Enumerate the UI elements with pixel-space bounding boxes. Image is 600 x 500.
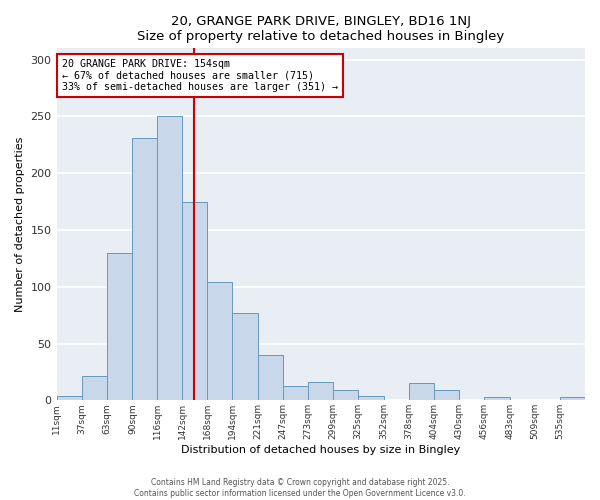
Bar bbox=[409, 384, 434, 400]
Bar bbox=[259, 355, 283, 401]
Text: Contains HM Land Registry data © Crown copyright and database right 2025.
Contai: Contains HM Land Registry data © Crown c… bbox=[134, 478, 466, 498]
Bar bbox=[308, 382, 333, 400]
Bar bbox=[358, 396, 384, 400]
Bar bbox=[208, 282, 232, 401]
Y-axis label: Number of detached properties: Number of detached properties bbox=[15, 136, 25, 312]
Bar bbox=[333, 390, 358, 400]
Title: 20, GRANGE PARK DRIVE, BINGLEY, BD16 1NJ
Size of property relative to detached h: 20, GRANGE PARK DRIVE, BINGLEY, BD16 1NJ… bbox=[137, 15, 505, 43]
Bar bbox=[82, 376, 107, 400]
Bar bbox=[56, 396, 82, 400]
Text: 20 GRANGE PARK DRIVE: 154sqm
← 67% of detached houses are smaller (715)
33% of s: 20 GRANGE PARK DRIVE: 154sqm ← 67% of de… bbox=[62, 59, 338, 92]
Bar bbox=[434, 390, 459, 400]
Bar bbox=[484, 397, 510, 400]
Bar bbox=[133, 138, 157, 400]
X-axis label: Distribution of detached houses by size in Bingley: Distribution of detached houses by size … bbox=[181, 445, 460, 455]
Bar bbox=[560, 397, 585, 400]
Bar bbox=[283, 386, 308, 400]
Bar bbox=[107, 252, 133, 400]
Bar bbox=[157, 116, 182, 401]
Bar bbox=[182, 202, 208, 400]
Bar bbox=[232, 313, 259, 400]
